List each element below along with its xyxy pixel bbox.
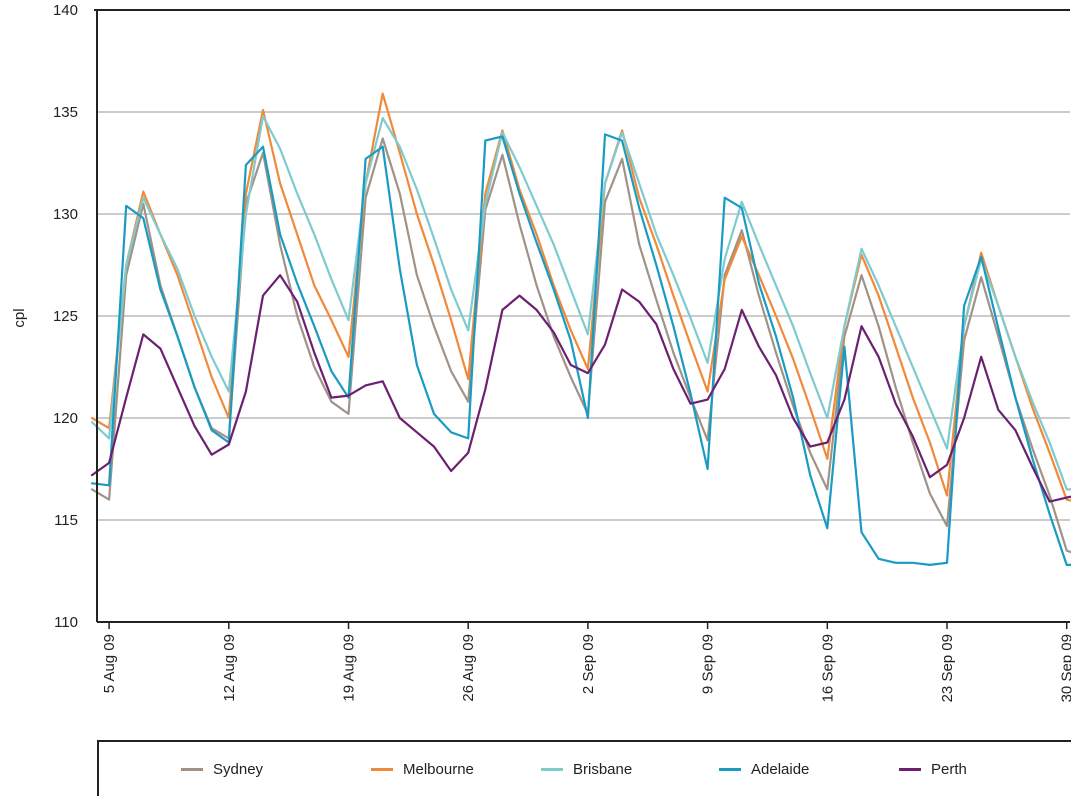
x-tick-label: 30 Sep 09 xyxy=(1059,634,1071,702)
legend-label: Sydney xyxy=(213,760,264,778)
legend-item-melbourne: Melbourne xyxy=(371,761,541,778)
y-axis-label: cpl xyxy=(11,308,28,327)
legend-item-perth: Perth xyxy=(899,761,1019,778)
x-tick-label: 23 Sep 09 xyxy=(939,634,956,702)
y-tick-label: 115 xyxy=(54,512,78,529)
x-tick-label: 12 Aug 09 xyxy=(221,634,238,702)
legend-item-brisbane: Brisbane xyxy=(541,761,719,778)
legend-label: Perth xyxy=(931,760,967,778)
legend-label: Melbourne xyxy=(403,760,474,778)
series-lines xyxy=(90,92,1071,567)
series-line-brisbane xyxy=(90,114,1071,491)
y-tick-label: 135 xyxy=(53,104,78,121)
series-line-melbourne xyxy=(90,92,1071,502)
axes: 110 115 120 125 130 135 140 5 Aug 09 12 Aug 09 19… xyxy=(53,2,1071,702)
legend-swatch xyxy=(899,767,921,771)
gridlines xyxy=(97,9,1070,521)
series-line-adelaide xyxy=(90,133,1071,567)
y-tick-label: 110 xyxy=(54,614,78,631)
x-tick-label: 19 Aug 09 xyxy=(341,634,358,702)
x-tick-label: 26 Aug 09 xyxy=(460,634,477,702)
legend-item-sydney: Sydney xyxy=(181,761,371,778)
y-tick-label: 125 xyxy=(53,308,78,325)
y-tick-label: 140 xyxy=(53,2,78,19)
series-line-sydney xyxy=(90,137,1071,554)
legend-swatch xyxy=(181,767,203,771)
y-tick-label: 120 xyxy=(53,410,78,427)
series-line-perth xyxy=(90,274,1071,503)
legend-swatch xyxy=(371,767,393,771)
x-tick-label: 5 Aug 09 xyxy=(101,634,118,693)
x-tick-label: 9 Sep 09 xyxy=(700,634,717,694)
x-tick-label: 16 Sep 09 xyxy=(819,634,836,702)
y-tick-label: 130 xyxy=(53,206,78,223)
legend-label: Brisbane xyxy=(573,760,633,778)
legend-label: Adelaide xyxy=(751,760,810,778)
legend: Sydney Melbourne Brisbane Adelaide Perth xyxy=(97,740,1071,796)
legend-swatch xyxy=(719,767,741,771)
legend-swatch xyxy=(541,767,563,771)
x-tick-label: 2 Sep 09 xyxy=(580,634,597,694)
legend-item-adelaide: Adelaide xyxy=(719,761,899,778)
